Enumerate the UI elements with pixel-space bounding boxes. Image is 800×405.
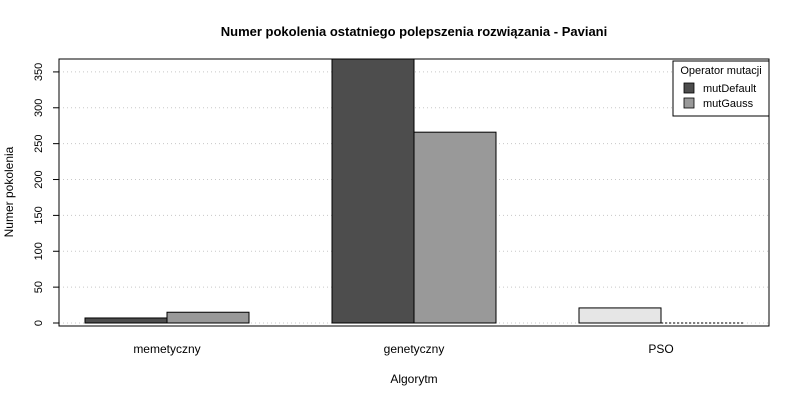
plot-frame — [58, 58, 770, 327]
y-tick-label: 100 — [33, 242, 45, 260]
y-axis-label: Numer pokolenia — [2, 146, 16, 237]
legend-swatch-mutdefault — [683, 82, 695, 94]
chart-title: Numer pokolenia ostatniego polepszenia r… — [221, 24, 607, 39]
bar-memetyczny-mutgauss — [166, 311, 250, 324]
legend-label-mutgauss: mutGauss — [703, 98, 754, 110]
y-tick-label: 0 — [33, 320, 45, 326]
y-axis: 0 50 100 150 200 250 300 350 — [33, 63, 59, 326]
y-tick-label: 250 — [33, 134, 45, 152]
x-tick-label: memetyczny — [133, 342, 200, 356]
x-axis-label: Algorytm — [390, 372, 437, 386]
y-tick-label: 300 — [33, 99, 45, 117]
legend-swatch-mutgauss — [683, 97, 695, 109]
y-tick-label: 150 — [33, 206, 45, 224]
x-axis-tick-labels: memetyczny genetyczny PSO — [133, 342, 673, 356]
legend: Operator mutacji mutDefault mutGauss — [672, 60, 770, 117]
bars — [84, 58, 743, 324]
legend-title: Operator mutacji — [680, 65, 761, 77]
legend-label-mutdefault: mutDefault — [703, 83, 756, 95]
bar-genetyczny-mutgauss — [413, 131, 497, 324]
y-tick-label: 200 — [33, 170, 45, 188]
y-tick-label: 50 — [33, 281, 45, 293]
bar-memetyczny-mutdefault — [84, 317, 168, 324]
x-tick-label: PSO — [648, 342, 673, 356]
y-tick-label: 350 — [33, 63, 45, 81]
bar-genetyczny-mutdefault — [331, 58, 415, 324]
x-tick-label: genetyczny — [384, 342, 445, 356]
bar-pso-mutdefault — [578, 307, 662, 324]
